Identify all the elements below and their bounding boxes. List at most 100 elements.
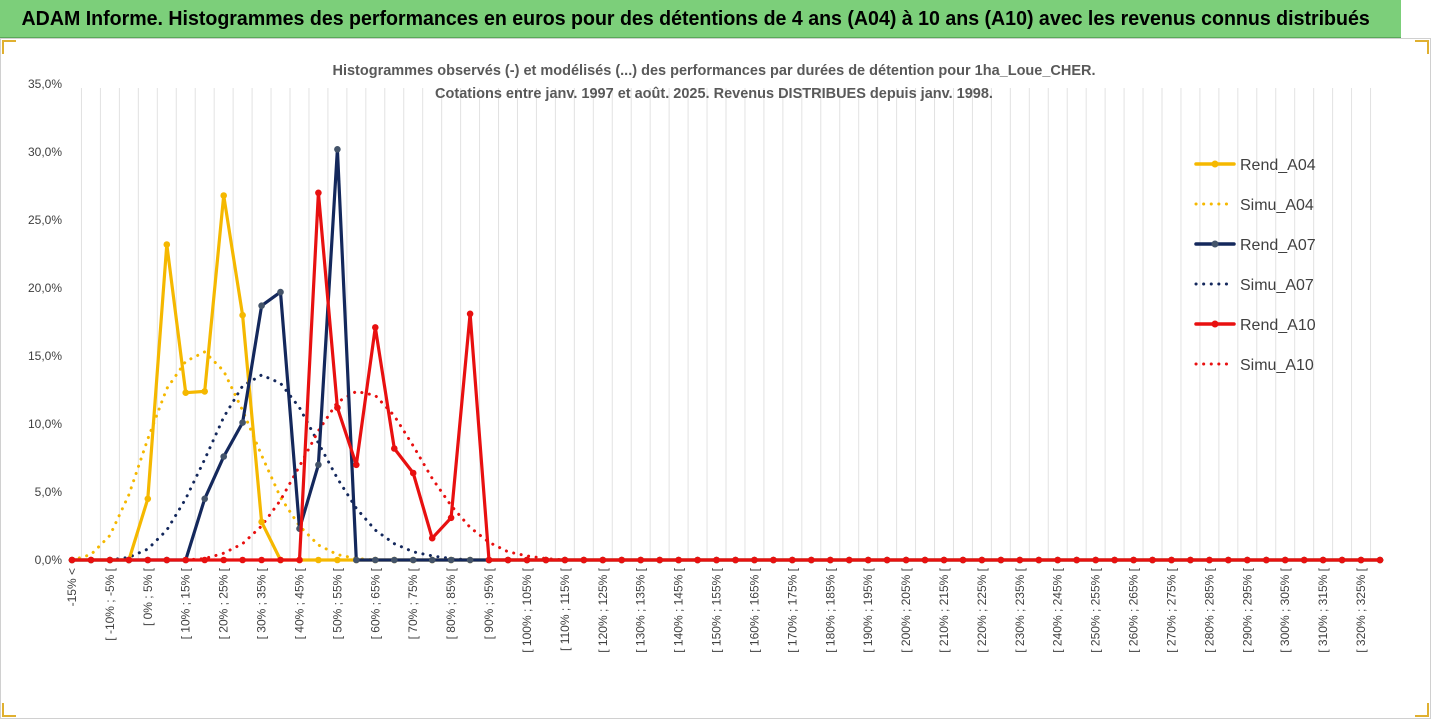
- x-tick-label: [ 40% ; 45% [: [292, 567, 306, 639]
- series-point-rend-a10: [1281, 556, 1289, 564]
- series-point-rend-a10: [637, 556, 644, 564]
- y-tick-label: 0,0%: [35, 553, 63, 567]
- series-point-rend-a04: [163, 241, 171, 248]
- series-point-rend-a10: [845, 556, 853, 564]
- series-point-rend-a10: [789, 556, 796, 564]
- series-point-rend-a10: [1073, 556, 1080, 564]
- legend-marker: [1211, 240, 1219, 248]
- series-point-rend-a10: [997, 556, 1005, 564]
- x-tick-label: -15% <: [65, 568, 79, 606]
- series-point-rend-a07: [466, 556, 474, 564]
- x-tick-label: [ 150% ; 155% [: [710, 567, 724, 652]
- series-point-rend-a10: [1054, 556, 1061, 564]
- y-tick-label: 10,0%: [28, 417, 62, 431]
- histogram-line-chart: Histogrammes observés (-) et modélisés (…: [28, 63, 1384, 653]
- series-point-rend-a10: [220, 556, 227, 564]
- x-tick-label: [ 230% ; 235% [: [1013, 567, 1027, 652]
- frame-corner-top-right: [1415, 40, 1429, 54]
- series-point-rend-a10: [277, 556, 284, 564]
- x-tick-label: [ 190% ; 195% [: [861, 567, 875, 652]
- series-point-rend-a07: [201, 495, 208, 503]
- x-tick-label: [ 100% ; 105% [: [520, 567, 534, 652]
- frame-corner-bottom-right: [1415, 703, 1429, 717]
- series-point-rend-a10: [372, 324, 379, 331]
- series-point-rend-a10: [770, 556, 777, 564]
- series-point-rend-a04: [220, 192, 227, 199]
- series-point-rend-a10: [1357, 556, 1365, 564]
- series-point-rend-a10: [1244, 556, 1251, 564]
- series-point-rend-a10: [239, 556, 246, 564]
- series-point-rend-a07: [315, 461, 322, 469]
- series-point-rend-a10: [1168, 556, 1175, 564]
- series-point-rend-a10: [542, 556, 550, 564]
- y-tick-label: 25,0%: [28, 213, 62, 227]
- series-point-rend-a10: [1187, 556, 1194, 564]
- y-tick-label: 5,0%: [35, 485, 63, 499]
- series-point-rend-a04: [201, 388, 208, 395]
- x-tick-label: [ 120% ; 125% [: [596, 567, 610, 652]
- series-point-rend-a10: [618, 556, 625, 564]
- x-tick-label: [ 50% ; 55% [: [330, 567, 344, 639]
- series-point-rend-a10: [921, 556, 929, 564]
- x-tick-label: [ 320% ; 325% [: [1354, 567, 1368, 652]
- x-tick-label: [ 280% ; 285% [: [1202, 567, 1216, 652]
- x-tick-label: [ 30% ; 35% [: [255, 567, 269, 639]
- series-point-rend-a10: [296, 556, 303, 564]
- series-point-rend-a10: [751, 556, 758, 564]
- series-point-rend-a04: [182, 389, 189, 397]
- legend-label: Rend_A07: [1240, 237, 1316, 254]
- chart-frame: [0, 38, 1431, 719]
- series-point-rend-a10: [713, 556, 720, 564]
- series-point-rend-a10: [959, 556, 967, 564]
- x-tick-label: [ 200% ; 205% [: [899, 567, 913, 652]
- series-point-rend-a10: [485, 556, 493, 564]
- x-tick-label: [ 10% ; 15% [: [179, 567, 193, 639]
- series-point-rend-a10: [694, 556, 701, 564]
- series-point-rend-a07: [239, 419, 246, 426]
- series-point-rend-a10: [978, 556, 986, 564]
- series-point-rend-a10: [315, 189, 322, 197]
- series-point-rend-a10: [1035, 556, 1043, 564]
- x-tick-label: [ 290% ; 295% [: [1240, 567, 1254, 652]
- legend-marker: [1211, 320, 1219, 328]
- series-point-rend-a07: [409, 556, 417, 564]
- series-point-rend-a10: [125, 556, 133, 564]
- y-tick-label: 20,0%: [28, 281, 62, 295]
- series-point-rend-a10: [1300, 556, 1308, 564]
- series-point-rend-a07: [334, 146, 341, 153]
- legend-label: Simu_A07: [1240, 277, 1314, 294]
- series-point-rend-a10: [1016, 556, 1024, 564]
- series-point-rend-a10: [1149, 556, 1156, 564]
- x-tick-label: [ 300% ; 305% [: [1278, 567, 1292, 652]
- series-point-rend-a10: [182, 556, 189, 564]
- series-point-rend-a10: [1130, 556, 1137, 564]
- x-tick-label: [ 70% ; 75% [: [406, 567, 420, 639]
- series-point-rend-a07: [447, 556, 455, 564]
- x-tick-label: [ 310% ; 315% [: [1316, 567, 1330, 652]
- chart-title-line-2: Cotations entre janv. 1997 et août. 2025…: [435, 86, 993, 102]
- series-point-rend-a07: [353, 556, 360, 564]
- series-point-rend-a10: [1338, 556, 1346, 564]
- x-tick-label: [ 220% ; 225% [: [975, 567, 989, 652]
- series-point-rend-a10: [504, 556, 512, 564]
- series-point-rend-a04: [144, 495, 152, 503]
- series-point-rend-a07: [258, 302, 265, 310]
- series-point-rend-a04: [315, 556, 322, 564]
- series-point-rend-a10: [883, 556, 891, 564]
- series-point-rend-a10: [1206, 556, 1213, 564]
- series-point-rend-a10: [902, 556, 910, 564]
- series-point-rend-a10: [144, 556, 152, 564]
- x-tick-label: [ 180% ; 185% [: [823, 567, 837, 652]
- x-tick-label: [ 20% ; 25% [: [217, 567, 231, 639]
- series-point-rend-a10: [1092, 556, 1099, 564]
- series-point-rend-a07: [428, 556, 436, 564]
- series-point-rend-a10: [599, 556, 607, 564]
- x-tick-label: [ 80% ; 85% [: [444, 567, 458, 639]
- series-point-rend-a10: [1376, 556, 1384, 564]
- series-point-rend-a10: [106, 556, 114, 564]
- series-point-rend-a10: [808, 556, 815, 564]
- series-point-rend-a10: [827, 556, 834, 564]
- chart-title: Histogrammes observés (-) et modélisés (…: [332, 63, 1095, 102]
- series-point-rend-a10: [391, 445, 398, 452]
- legend-label: Rend_A04: [1240, 157, 1316, 174]
